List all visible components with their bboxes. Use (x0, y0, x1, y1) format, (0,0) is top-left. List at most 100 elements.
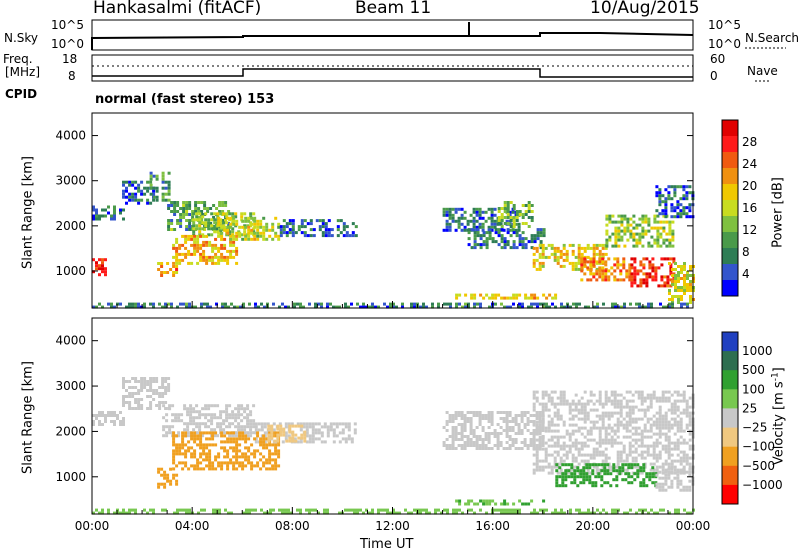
data-cell (535, 414, 539, 418)
data-cell (314, 302, 317, 306)
data-cell (235, 219, 239, 223)
data-cell (685, 488, 689, 492)
data-cell (503, 246, 507, 250)
data-cell (270, 433, 274, 437)
data-cell (538, 465, 542, 469)
data-cell (676, 473, 680, 477)
data-cell (658, 200, 662, 204)
data-cell (682, 438, 686, 442)
data-cell (628, 269, 632, 273)
data-cell (342, 222, 346, 226)
data-cell (503, 296, 507, 300)
data-cell (610, 426, 614, 430)
data-cell (368, 305, 371, 309)
data-cell (601, 423, 605, 427)
data-cell (651, 266, 655, 270)
colorbar-tick-label: 12 (742, 223, 757, 237)
data-cell (484, 435, 488, 438)
data-cell (242, 302, 245, 306)
data-cell (235, 261, 239, 265)
data-cell (189, 407, 193, 411)
data-cell (601, 420, 605, 424)
data-cell (445, 219, 449, 223)
data-cell (172, 449, 176, 453)
data-cell (656, 229, 660, 233)
data-cell (651, 269, 655, 273)
data-cell (149, 377, 153, 380)
x-tick-label: 00:00 (75, 519, 110, 533)
data-cell (500, 296, 504, 300)
data-cell (630, 278, 634, 282)
data-cell (224, 201, 228, 204)
data-cell (134, 198, 138, 202)
noise-right-tick-top: 10^5 (708, 18, 741, 32)
data-cell (353, 428, 357, 432)
data-cell (297, 228, 301, 232)
data-cell (277, 234, 281, 238)
data-cell (134, 302, 137, 306)
data-cell (294, 231, 298, 235)
data-cell (222, 422, 226, 426)
colorbar-frame (721, 119, 739, 297)
data-cell (680, 268, 683, 271)
data-cell (639, 484, 643, 488)
data-cell (670, 485, 674, 489)
data-cell (232, 431, 236, 435)
data-cell (137, 183, 141, 187)
data-cell (685, 411, 689, 415)
data-cell (503, 511, 506, 515)
data-cell (652, 453, 656, 457)
data-cell (547, 414, 551, 418)
data-cell (478, 225, 482, 229)
data-cell (277, 449, 281, 453)
data-cell (306, 222, 310, 226)
data-cell (267, 433, 271, 437)
data-cell (571, 417, 575, 421)
data-cell (616, 456, 620, 460)
data-cell (143, 186, 147, 190)
data-cell (676, 470, 680, 474)
data-cell (193, 452, 197, 456)
data-cell (610, 438, 614, 442)
data-cell (665, 220, 669, 224)
data-cell (244, 437, 248, 441)
data-cell (642, 263, 646, 267)
data-cell (541, 429, 545, 432)
data-cell (169, 479, 173, 483)
data-cell (606, 469, 610, 473)
data-cell (682, 399, 686, 403)
data-cell (353, 511, 356, 515)
freq-tick-top: 18 (62, 52, 78, 66)
data-cell (448, 447, 452, 450)
data-cell (309, 222, 313, 226)
data-cell (503, 210, 507, 213)
colorbar-segment (722, 427, 738, 448)
data-cell (638, 302, 641, 306)
data-cell (619, 272, 623, 276)
data-cell (493, 429, 497, 432)
data-cell (311, 431, 315, 435)
data-cell (597, 475, 601, 479)
data-cell (175, 271, 179, 274)
data-cell (485, 511, 488, 515)
data-cell (195, 224, 199, 228)
data-cell (586, 414, 590, 418)
data-cell (128, 198, 132, 202)
data-cell (544, 465, 548, 469)
data-cell (185, 207, 189, 210)
data-cell (229, 234, 233, 238)
data-cell (160, 265, 164, 268)
data-cell (503, 499, 507, 503)
data-cell (553, 414, 557, 418)
data-cell (628, 435, 632, 439)
data-cell (505, 420, 509, 423)
data-cell (669, 257, 673, 261)
data-cell (544, 405, 548, 409)
data-cell (592, 275, 596, 279)
data-cell (506, 201, 510, 204)
data-cell (538, 255, 542, 259)
data-cell (632, 214, 636, 218)
data-cell (664, 212, 668, 216)
data-cell (512, 508, 515, 512)
data-cell (598, 429, 602, 433)
